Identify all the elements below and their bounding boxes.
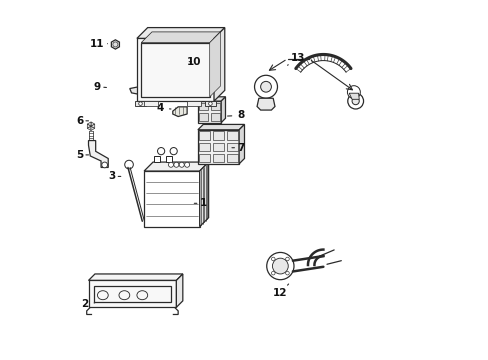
Polygon shape: [141, 32, 220, 42]
Bar: [166, 156, 172, 162]
Circle shape: [254, 75, 277, 98]
Text: 10: 10: [187, 57, 201, 67]
Text: 2: 2: [81, 299, 95, 309]
Circle shape: [351, 98, 359, 105]
Circle shape: [285, 257, 289, 261]
Bar: [94, 286, 171, 302]
Bar: [144, 171, 199, 226]
Polygon shape: [221, 97, 225, 123]
Polygon shape: [111, 40, 119, 49]
Bar: [199, 143, 210, 151]
Polygon shape: [176, 274, 183, 307]
Polygon shape: [172, 107, 187, 117]
Bar: [198, 130, 239, 164]
Polygon shape: [144, 101, 158, 107]
Bar: [226, 131, 237, 140]
Polygon shape: [88, 274, 183, 280]
Circle shape: [184, 162, 189, 167]
Bar: [199, 113, 208, 121]
Circle shape: [124, 160, 133, 169]
Polygon shape: [348, 93, 359, 99]
Bar: [210, 113, 219, 121]
Circle shape: [266, 252, 293, 280]
Text: 6: 6: [76, 116, 88, 126]
Bar: [199, 131, 210, 140]
Polygon shape: [214, 28, 224, 101]
Text: 3: 3: [108, 171, 121, 181]
Circle shape: [271, 271, 274, 275]
Polygon shape: [257, 98, 274, 110]
Polygon shape: [144, 162, 208, 171]
Circle shape: [174, 162, 179, 167]
Bar: [153, 156, 159, 162]
Bar: [199, 103, 208, 111]
Polygon shape: [91, 122, 95, 126]
Circle shape: [102, 162, 107, 168]
Polygon shape: [129, 87, 140, 94]
Circle shape: [113, 42, 118, 47]
Text: 13: 13: [287, 53, 305, 65]
Polygon shape: [198, 125, 244, 130]
Bar: [88, 280, 176, 307]
Polygon shape: [87, 126, 91, 131]
Polygon shape: [137, 28, 224, 39]
Bar: [210, 103, 219, 111]
Polygon shape: [239, 125, 244, 164]
Circle shape: [170, 148, 177, 155]
Polygon shape: [199, 162, 208, 226]
Ellipse shape: [97, 291, 108, 300]
Circle shape: [272, 258, 287, 274]
Polygon shape: [209, 32, 220, 97]
Circle shape: [168, 162, 173, 167]
Text: 9: 9: [94, 82, 106, 92]
Text: 4: 4: [156, 103, 171, 113]
Bar: [198, 101, 221, 123]
Bar: [213, 143, 224, 151]
Polygon shape: [88, 140, 108, 167]
Polygon shape: [187, 101, 201, 107]
Bar: [213, 154, 224, 162]
Bar: [226, 154, 237, 162]
Circle shape: [346, 86, 360, 99]
Bar: [137, 39, 214, 101]
Circle shape: [179, 162, 184, 167]
Text: 8: 8: [227, 111, 244, 121]
Circle shape: [347, 93, 363, 109]
Circle shape: [260, 81, 271, 92]
Circle shape: [139, 102, 142, 105]
Bar: [141, 42, 209, 97]
Polygon shape: [135, 101, 145, 107]
Text: 1: 1: [194, 198, 206, 208]
Circle shape: [285, 271, 289, 275]
Polygon shape: [87, 122, 91, 126]
Ellipse shape: [119, 291, 129, 300]
Polygon shape: [198, 97, 225, 101]
Circle shape: [208, 102, 212, 105]
Polygon shape: [91, 126, 95, 131]
Polygon shape: [178, 57, 185, 66]
Text: 7: 7: [231, 143, 244, 153]
Circle shape: [157, 148, 164, 155]
Bar: [199, 154, 210, 162]
Bar: [213, 131, 224, 140]
Polygon shape: [204, 101, 215, 107]
Text: 12: 12: [273, 284, 288, 298]
Text: 11: 11: [90, 39, 107, 49]
Bar: [226, 143, 237, 151]
Polygon shape: [91, 124, 95, 129]
Ellipse shape: [137, 291, 147, 300]
Text: 5: 5: [76, 150, 88, 160]
Circle shape: [271, 257, 274, 261]
Circle shape: [179, 59, 183, 64]
Polygon shape: [87, 124, 91, 129]
